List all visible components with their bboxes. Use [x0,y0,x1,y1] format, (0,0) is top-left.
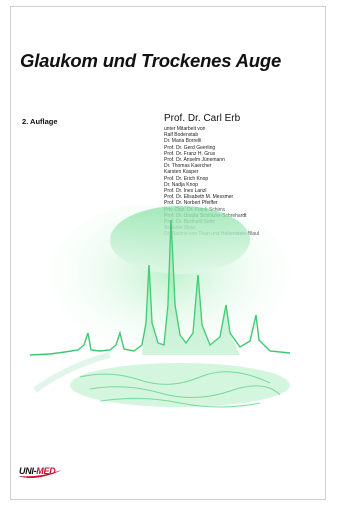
contributor-name: Ralf Bodenstab [164,132,199,139]
sweep-left [33,352,111,393]
contributors-intro: unter Mitarbeit von [164,126,206,132]
logo-part-2: MED [36,466,56,476]
spectrum-trace [30,219,290,356]
contributor-name: Dr. Maria Borrelli [164,138,202,145]
contributor-name: Prof. Dr. Norbert Pfeiffer [164,200,218,207]
contributor-name: Karsten Kasper [164,169,199,176]
cover-illustration [30,205,290,408]
book-title: Glaukom und Trockenes Auge [20,50,282,71]
tissue-slab [70,363,290,407]
contributor-name: Prof. Dr. Anselm Jünemann [164,157,225,164]
contributor-name: Dr. Nadja Knop [164,181,198,188]
publisher-logo: UNI-MED [16,462,64,482]
contributor-name: Prof. Dr. Gerd Geerling [164,144,216,151]
contributor-name: Dr. Thomas Kaercher [164,163,212,170]
logo-text: UNI-MED [19,466,56,476]
contributor-name: Prof. Dr. Franz H. Grus [164,150,216,157]
edition-label: 2. Auflage [22,117,58,126]
logo-part-1: UNI- [19,466,37,476]
contributor-name: Prof. Dr. Erich Knop [164,175,209,182]
tissue-waves [79,371,281,408]
contributor-name: Prof. Dr. Ines Lanzl [164,188,207,195]
contributor-name: Prof. Dr. Elisabeth M. Messmer [164,194,234,201]
spectrum-fill [142,220,240,355]
eye-disc [110,206,250,274]
logo-swoosh-icon [18,470,62,478]
author-name: Prof. Dr. Carl Erb [164,113,241,124]
